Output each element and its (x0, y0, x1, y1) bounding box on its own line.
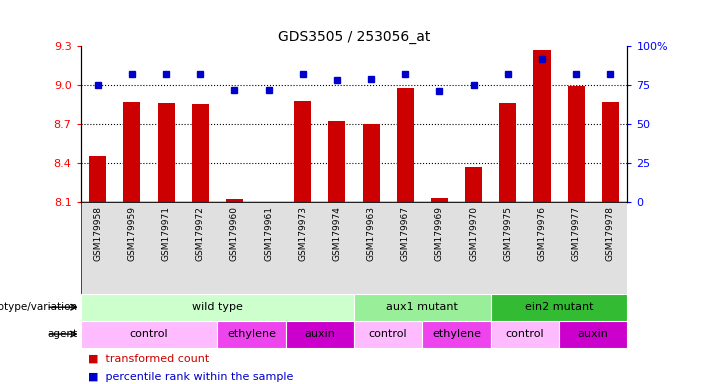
Text: control: control (369, 329, 407, 339)
Text: GSM179969: GSM179969 (435, 206, 444, 261)
Text: GSM179971: GSM179971 (161, 206, 170, 261)
Title: GDS3505 / 253056_at: GDS3505 / 253056_at (278, 30, 430, 44)
Bar (81, 294, 354, 321)
Text: aux1 mutant: aux1 mutant (386, 302, 458, 312)
Text: GSM179959: GSM179959 (128, 206, 137, 261)
Text: GSM179976: GSM179976 (538, 206, 547, 261)
Text: auxin: auxin (304, 329, 335, 339)
Text: GSM179974: GSM179974 (332, 206, 341, 261)
Bar (568, 86, 585, 202)
Text: GSM179963: GSM179963 (367, 206, 376, 261)
Text: GSM179973: GSM179973 (298, 206, 307, 261)
Text: control: control (505, 329, 544, 339)
Bar (559, 321, 627, 348)
Text: GSM179961: GSM179961 (264, 206, 273, 261)
Bar (81, 321, 217, 348)
Text: GSM179960: GSM179960 (230, 206, 239, 261)
Bar (294, 101, 311, 202)
Bar (601, 102, 619, 202)
Text: ethylene: ethylene (227, 329, 276, 339)
Bar (499, 103, 517, 202)
Text: ethylene: ethylene (432, 329, 481, 339)
Bar (491, 294, 627, 321)
Bar (217, 321, 286, 348)
Text: GSM179972: GSM179972 (196, 206, 205, 261)
Text: GSM179958: GSM179958 (93, 206, 102, 261)
Bar (362, 124, 380, 202)
Text: control: control (130, 329, 168, 339)
Bar (328, 121, 346, 202)
Text: auxin: auxin (578, 329, 608, 339)
Text: GSM179977: GSM179977 (571, 206, 580, 261)
Bar (89, 156, 107, 202)
Bar (465, 167, 482, 202)
Text: GSM179975: GSM179975 (503, 206, 512, 261)
Text: agent: agent (47, 329, 77, 339)
Bar (191, 104, 209, 202)
Text: ein2 mutant: ein2 mutant (525, 302, 593, 312)
Text: genotype/variation: genotype/variation (0, 302, 77, 312)
Bar (226, 199, 243, 202)
Bar (397, 88, 414, 202)
Bar (491, 321, 559, 348)
Text: wild type: wild type (192, 302, 243, 312)
Bar (354, 321, 422, 348)
Text: ■  transformed count: ■ transformed count (88, 354, 209, 364)
Bar (286, 321, 354, 348)
Bar (123, 102, 140, 202)
Bar (533, 50, 550, 202)
Bar (431, 198, 448, 202)
Bar (422, 321, 491, 348)
Text: GSM179978: GSM179978 (606, 206, 615, 261)
Text: ■  percentile rank within the sample: ■ percentile rank within the sample (88, 372, 293, 382)
Bar (354, 294, 491, 321)
Text: GSM179967: GSM179967 (401, 206, 410, 261)
Bar (158, 103, 175, 202)
Text: GSM179970: GSM179970 (469, 206, 478, 261)
